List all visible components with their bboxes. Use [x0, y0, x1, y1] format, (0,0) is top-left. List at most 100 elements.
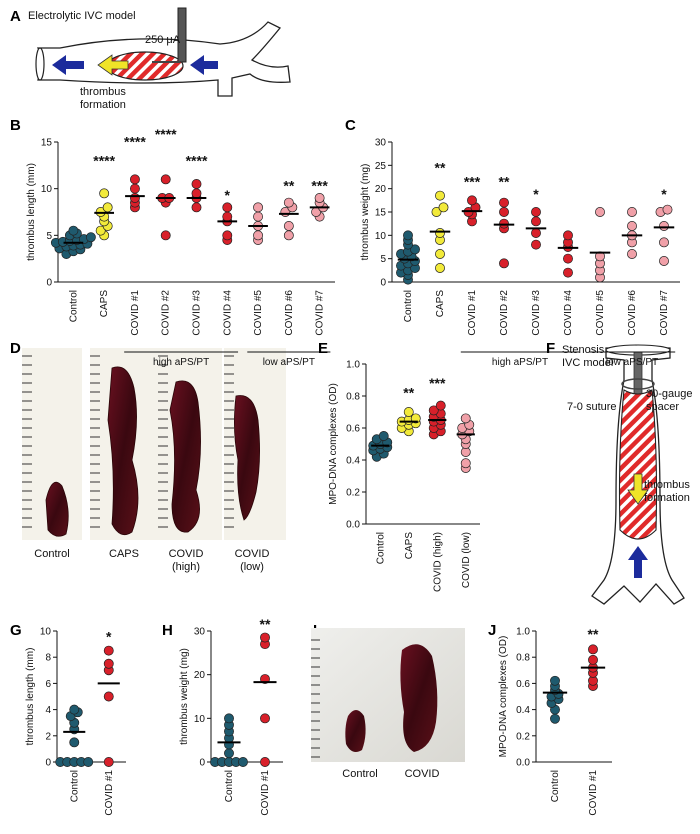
x-tick-label: COVID #7 — [315, 290, 326, 336]
x-tick-label: COVID #5 — [595, 290, 606, 336]
data-point — [627, 207, 637, 217]
data-point — [531, 207, 541, 217]
data-point — [627, 221, 637, 231]
data-point — [69, 737, 80, 748]
significance-stars: **** — [186, 152, 208, 168]
blow-arrow-left — [52, 55, 84, 75]
data-point — [499, 207, 509, 217]
chart-j: J 0.0 0.2 0.4 0.6 0.8 1.0 MPO-DNA complexes (OD… — [488, 622, 612, 816]
panel-a: A Electrolytic IVC model 250 μA thrombus… — [10, 7, 291, 111]
significance-stars: * — [533, 186, 539, 202]
panel-f-caption-2: formation — [644, 492, 690, 504]
data-point — [160, 230, 171, 241]
y-tick-label: 30 — [194, 627, 206, 638]
significance-stars: ** — [403, 385, 414, 401]
y-tick-label: 0.6 — [516, 679, 530, 690]
data-point — [659, 237, 669, 248]
data-point — [531, 239, 541, 250]
significance-stars: ** — [283, 178, 294, 194]
y-tick-label: 10 — [40, 627, 52, 638]
data-point — [260, 632, 270, 643]
data-point — [103, 645, 114, 656]
data-point — [659, 256, 669, 266]
data-point — [99, 188, 110, 199]
group-label: high aPS/PT — [492, 357, 548, 368]
current-label: 250 μA — [145, 34, 181, 46]
thrombus-photo — [107, 366, 139, 536]
panel-f-title-2: IVC model — [562, 357, 613, 369]
x-tick-label: COVID #1 — [467, 290, 478, 336]
x-tick-label: COVID #4 — [222, 290, 233, 336]
x-tick-label: COVID #5 — [253, 290, 264, 336]
y-axis-label: MPO-DNA complexes (OD) — [328, 383, 339, 505]
spacer-label-2: spacer — [646, 401, 679, 413]
data-point — [550, 675, 560, 686]
data-point — [129, 193, 140, 203]
data-point — [69, 704, 80, 715]
data-point — [659, 221, 669, 231]
data-point — [283, 230, 294, 241]
y-tick-label: 0.0 — [346, 520, 360, 531]
caption-covid-low-2: (low) — [240, 561, 264, 573]
blow-arrow-right — [190, 55, 218, 75]
y-tick-label: 0.8 — [516, 653, 530, 664]
data-point — [438, 202, 449, 213]
data-point — [253, 230, 264, 241]
data-point — [435, 400, 446, 411]
data-point — [531, 216, 541, 227]
panel-label-d: D — [10, 340, 21, 357]
y-tick-label: 2 — [45, 731, 51, 742]
data-point — [224, 713, 234, 724]
y-axis-label: thrombus weight (mg) — [360, 164, 371, 261]
y-tick-label: 6 — [45, 679, 51, 690]
y-tick-label: 0 — [199, 758, 205, 769]
data-point — [435, 263, 445, 273]
significance-stars: **** — [124, 134, 146, 150]
y-tick-label: 10 — [194, 714, 206, 725]
data-point — [428, 405, 439, 416]
x-tick-label: COVID #1 — [260, 770, 271, 816]
significance-stars: *** — [311, 178, 328, 194]
data-point — [102, 202, 113, 213]
y-tick-label: 4 — [45, 705, 51, 716]
data-point — [191, 202, 202, 213]
thrombus-photo — [169, 380, 201, 533]
panel-f-title-1: Stenosis — [562, 344, 605, 356]
spacer-label-1: 30-gauge — [646, 388, 693, 400]
data-point — [224, 748, 234, 759]
y-tick-label: 5 — [380, 254, 386, 265]
x-tick-label: COVID #2 — [161, 290, 172, 336]
x-tick-label: Control — [68, 290, 79, 322]
y-tick-label: 20 — [375, 184, 387, 195]
data-point — [238, 757, 248, 767]
data-point — [222, 230, 233, 241]
data-point — [222, 211, 233, 222]
caption-i-control: Control — [342, 768, 377, 780]
group-label: low aPS/PT — [263, 357, 315, 368]
x-tick-label: COVID #1 — [130, 290, 141, 336]
group-label: low aPS/PT — [606, 357, 658, 368]
caption-i-covid: COVID — [405, 768, 440, 780]
chart-h: H 0 10 20 30 thrombus weight (mg) Control COVID… — [162, 616, 283, 816]
panel-a-caption-1: thrombus — [80, 86, 126, 98]
y-tick-label: 0.0 — [516, 758, 530, 769]
data-point — [550, 713, 560, 724]
y-tick-label: 0 — [380, 278, 386, 289]
y-tick-label: 15 — [41, 138, 53, 149]
y-tick-label: 1.0 — [346, 360, 360, 371]
data-point — [283, 197, 294, 208]
thrombus-photo — [234, 395, 260, 521]
data-point — [403, 407, 414, 417]
significance-stars: ** — [499, 173, 510, 189]
significance-stars: *** — [429, 375, 446, 391]
data-point — [129, 183, 140, 194]
data-point — [588, 644, 598, 655]
y-axis-label: thrombus weight (mg) — [179, 648, 190, 745]
data-point — [314, 193, 325, 203]
electrode — [177, 7, 187, 63]
data-point — [563, 230, 573, 241]
x-tick-label: COVID #4 — [563, 290, 574, 336]
